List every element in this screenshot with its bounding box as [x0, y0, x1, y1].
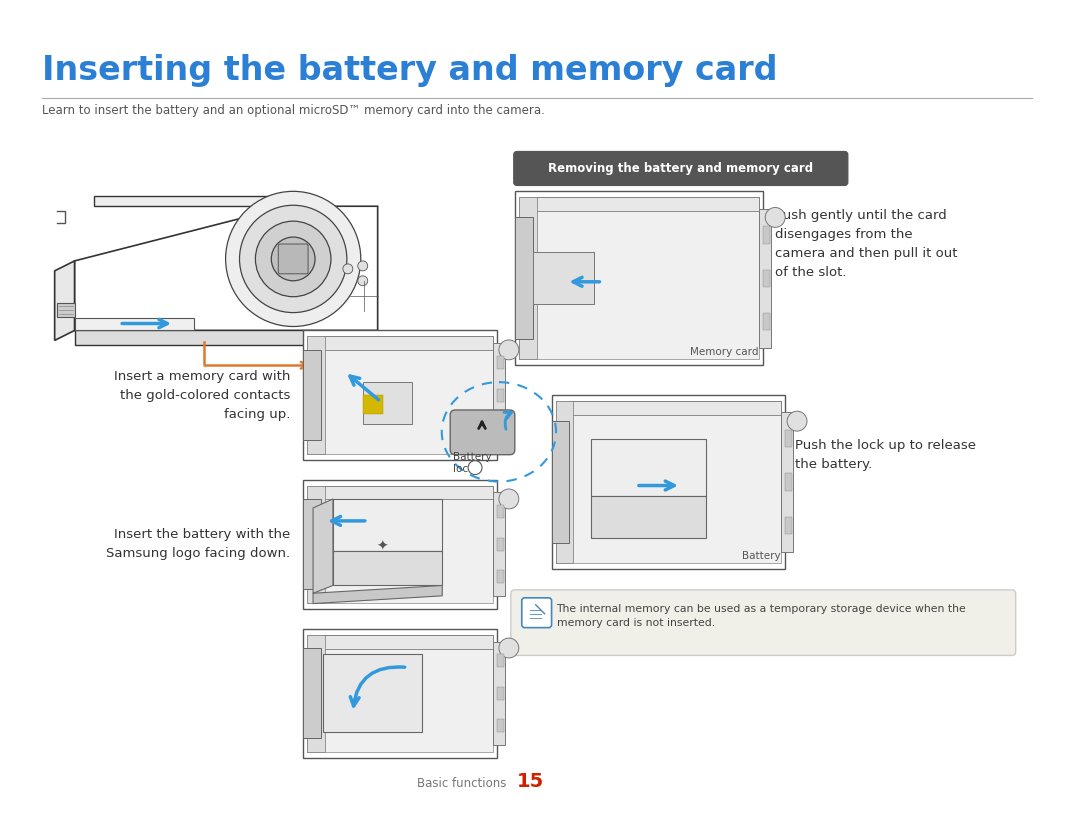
Polygon shape [532, 252, 594, 304]
FancyBboxPatch shape [552, 395, 785, 569]
Polygon shape [303, 648, 321, 738]
FancyBboxPatch shape [514, 152, 848, 185]
FancyBboxPatch shape [303, 628, 497, 758]
FancyBboxPatch shape [307, 635, 492, 752]
FancyBboxPatch shape [497, 505, 504, 518]
Circle shape [357, 275, 367, 286]
Polygon shape [323, 654, 422, 732]
Polygon shape [75, 330, 378, 346]
Polygon shape [75, 206, 378, 330]
FancyBboxPatch shape [511, 590, 1015, 655]
Polygon shape [552, 421, 569, 543]
Polygon shape [323, 635, 492, 649]
FancyBboxPatch shape [279, 244, 308, 274]
Polygon shape [55, 261, 75, 341]
FancyBboxPatch shape [497, 421, 504, 434]
FancyBboxPatch shape [307, 486, 492, 603]
Polygon shape [492, 343, 504, 447]
Polygon shape [592, 496, 705, 538]
Polygon shape [592, 438, 705, 496]
Circle shape [468, 460, 482, 474]
Polygon shape [307, 486, 325, 603]
Text: The internal memory can be used as a temporary storage device when the
memory ca: The internal memory can be used as a tem… [556, 604, 967, 628]
Polygon shape [94, 196, 279, 206]
FancyBboxPatch shape [307, 337, 492, 454]
Circle shape [255, 221, 330, 297]
Polygon shape [555, 401, 573, 563]
Circle shape [499, 489, 518, 509]
Circle shape [240, 205, 347, 313]
Polygon shape [492, 492, 504, 596]
Text: Memory card: Memory card [690, 347, 758, 357]
FancyBboxPatch shape [497, 654, 504, 667]
Text: Battery
lock: Battery lock [454, 452, 491, 474]
Text: 15: 15 [517, 772, 544, 791]
Circle shape [357, 261, 367, 271]
Polygon shape [323, 486, 492, 500]
FancyBboxPatch shape [764, 226, 770, 244]
Polygon shape [313, 585, 442, 604]
Polygon shape [313, 499, 333, 593]
FancyBboxPatch shape [497, 570, 504, 583]
Circle shape [787, 412, 807, 431]
Text: Learn to insert the battery and an optional microSD™ memory card into the camera: Learn to insert the battery and an optio… [42, 104, 544, 117]
FancyBboxPatch shape [450, 410, 515, 455]
FancyBboxPatch shape [497, 687, 504, 700]
FancyBboxPatch shape [522, 598, 552, 628]
FancyBboxPatch shape [303, 479, 497, 609]
Circle shape [226, 192, 361, 327]
Polygon shape [781, 412, 793, 552]
FancyBboxPatch shape [497, 389, 504, 402]
FancyBboxPatch shape [555, 401, 781, 563]
Polygon shape [323, 337, 492, 350]
Polygon shape [535, 197, 759, 211]
FancyBboxPatch shape [497, 356, 504, 369]
Text: Inserting the battery and memory card: Inserting the battery and memory card [42, 54, 778, 87]
Text: Battery: Battery [742, 551, 780, 561]
Circle shape [499, 340, 518, 359]
Polygon shape [303, 350, 321, 440]
Polygon shape [307, 337, 325, 454]
Text: Insert the battery with the
Samsung logo facing down.: Insert the battery with the Samsung logo… [106, 528, 291, 560]
Polygon shape [333, 551, 442, 585]
Circle shape [342, 264, 353, 274]
FancyBboxPatch shape [518, 197, 759, 359]
FancyBboxPatch shape [363, 395, 382, 415]
FancyBboxPatch shape [785, 474, 792, 491]
Text: Push gently until the card
disengages from the
camera and then pull it out
of th: Push gently until the card disengages fr… [775, 209, 958, 280]
Polygon shape [759, 209, 771, 348]
FancyBboxPatch shape [764, 270, 770, 287]
FancyBboxPatch shape [785, 517, 792, 534]
Polygon shape [307, 635, 325, 752]
FancyBboxPatch shape [303, 330, 497, 460]
Polygon shape [571, 401, 781, 415]
Text: Insert a memory card with
the gold-colored contacts
facing up.: Insert a memory card with the gold-color… [113, 369, 291, 421]
FancyBboxPatch shape [497, 719, 504, 732]
FancyBboxPatch shape [764, 313, 770, 330]
Circle shape [271, 237, 315, 281]
FancyBboxPatch shape [497, 538, 504, 551]
FancyBboxPatch shape [515, 192, 764, 365]
Text: Basic functions: Basic functions [418, 778, 507, 791]
Text: Push the lock up to release
the battery.: Push the lock up to release the battery. [795, 438, 976, 471]
Circle shape [766, 208, 785, 227]
Polygon shape [303, 499, 321, 589]
FancyBboxPatch shape [785, 430, 792, 447]
Polygon shape [333, 499, 442, 551]
Text: ✦: ✦ [377, 540, 389, 553]
Circle shape [499, 638, 518, 658]
Polygon shape [492, 641, 504, 745]
Polygon shape [56, 302, 75, 316]
Polygon shape [75, 318, 193, 330]
Polygon shape [363, 382, 413, 424]
Polygon shape [518, 197, 537, 359]
Polygon shape [515, 218, 532, 339]
Text: Removing the battery and memory card: Removing the battery and memory card [549, 162, 813, 175]
